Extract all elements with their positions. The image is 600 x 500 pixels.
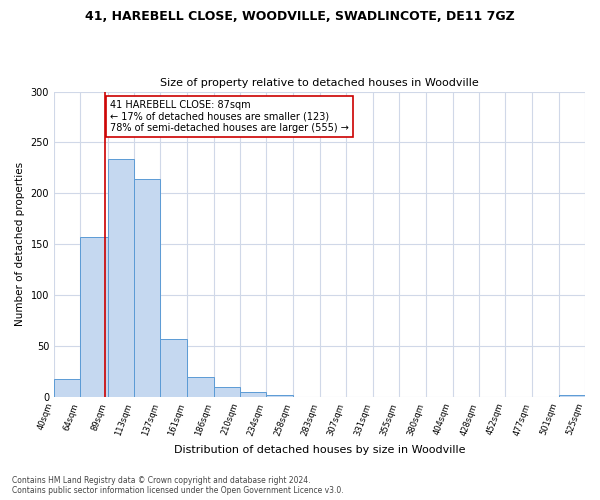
Bar — [266, 395, 293, 397]
Bar — [187, 376, 214, 397]
Bar — [54, 378, 80, 397]
Bar — [134, 179, 160, 397]
Bar — [559, 395, 585, 397]
Bar — [80, 237, 107, 397]
Bar — [240, 392, 266, 397]
Y-axis label: Number of detached properties: Number of detached properties — [15, 162, 25, 326]
Bar — [214, 386, 240, 397]
Title: Size of property relative to detached houses in Woodville: Size of property relative to detached ho… — [160, 78, 479, 88]
Text: 41, HAREBELL CLOSE, WOODVILLE, SWADLINCOTE, DE11 7GZ: 41, HAREBELL CLOSE, WOODVILLE, SWADLINCO… — [85, 10, 515, 23]
Bar — [160, 339, 187, 397]
X-axis label: Distribution of detached houses by size in Woodville: Distribution of detached houses by size … — [174, 445, 465, 455]
Text: Contains HM Land Registry data © Crown copyright and database right 2024.
Contai: Contains HM Land Registry data © Crown c… — [12, 476, 344, 495]
Text: 41 HAREBELL CLOSE: 87sqm
← 17% of detached houses are smaller (123)
78% of semi-: 41 HAREBELL CLOSE: 87sqm ← 17% of detach… — [110, 100, 349, 133]
Bar — [107, 158, 134, 397]
